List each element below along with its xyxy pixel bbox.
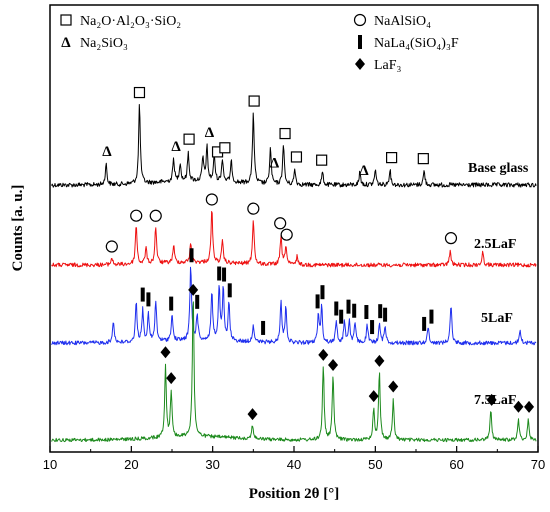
phase-marker-square	[133, 86, 146, 99]
phase-marker-bar	[346, 299, 351, 314]
phase-marker-delta: Δ	[205, 125, 215, 141]
phase-marker-circle	[205, 193, 218, 206]
phase-marker-bar	[320, 285, 325, 300]
phase-marker-bar	[339, 309, 344, 324]
y-axis-title: Counts [a. u.]	[10, 185, 26, 272]
phase-marker-bar	[227, 283, 232, 298]
series-label: 2.5LaF	[474, 237, 516, 252]
marker-layer: Δ Δ Δ Δ Δ	[102, 86, 535, 421]
series-label: Base glass	[468, 161, 529, 176]
series-label: 5LaF	[481, 311, 513, 326]
phase-marker-square	[279, 127, 291, 140]
phase-marker-circle	[149, 209, 162, 222]
phase-marker-diamond	[328, 359, 339, 372]
series-line	[51, 301, 537, 443]
legend-entry-label: NaLa₄(SiO₄)₃F	[374, 36, 459, 51]
phase-marker-square	[219, 142, 231, 154]
legend-symbol-circle	[353, 13, 367, 27]
phase-marker-circle	[247, 202, 260, 215]
phase-marker-diamond	[166, 372, 177, 385]
plot-frame	[49, 4, 539, 453]
x-axis-ticks: 10 20 30 40 50 60 70	[43, 446, 545, 472]
x-tick-label: 20	[124, 457, 138, 472]
phase-marker-diamond	[388, 380, 399, 393]
x-tick-label: 70	[531, 457, 545, 472]
legend: Na₂O·Al₂O₃·SiO₂ Δ Na₂SiO₃ NaAlSiO₄ NaLa₄(SiO…	[60, 13, 459, 73]
phase-marker-square	[183, 133, 195, 145]
phase-marker-square	[290, 151, 303, 163]
phase-marker-square	[386, 152, 398, 164]
phase-marker-diamond	[188, 283, 199, 296]
phase-marker-delta: Δ	[359, 163, 369, 179]
x-tick-label: 40	[287, 457, 301, 472]
series-line	[51, 104, 537, 188]
phase-marker-delta: Δ	[171, 139, 181, 155]
phase-marker-diamond	[524, 400, 535, 413]
phase-marker-bar	[261, 320, 266, 335]
x-tick-label: 30	[205, 457, 219, 472]
phase-marker-diamond	[513, 400, 524, 413]
x-tick-label: 60	[449, 457, 463, 472]
phase-marker-diamond	[318, 348, 329, 361]
phase-marker-bar	[334, 301, 339, 316]
phase-marker-diamond	[247, 408, 258, 421]
x-tick-label: 10	[43, 457, 57, 472]
phase-marker-circle	[280, 228, 293, 241]
phase-marker-delta: Δ	[270, 156, 280, 172]
x-axis-title: Position 2θ [°]	[249, 486, 340, 502]
phase-marker-bar	[370, 320, 375, 335]
phase-marker-bar	[146, 292, 151, 307]
phase-marker-diamond	[374, 354, 385, 367]
legend-symbol-bar	[358, 35, 362, 49]
phase-marker-diamond	[368, 390, 379, 403]
series-line	[51, 211, 537, 268]
phase-marker-bar	[189, 248, 194, 263]
legend-entry-label: Na₂O·Al₂O₃·SiO₂	[80, 14, 181, 29]
x-tick-label: 50	[368, 457, 382, 472]
legend-entry-label: LaF₃	[374, 58, 402, 73]
phase-marker-circle	[444, 232, 458, 245]
phase-marker-bar	[217, 266, 222, 281]
phase-marker-bar	[140, 287, 145, 302]
phase-marker-bar	[315, 294, 320, 309]
phase-marker-bar	[222, 267, 227, 282]
phase-marker-bar	[383, 307, 388, 322]
phase-marker-diamond	[486, 393, 497, 406]
legend-entry-label: Na₂SiO₃	[80, 36, 128, 51]
phase-marker-circle	[274, 217, 287, 230]
series-line	[51, 266, 537, 346]
phase-marker-bar	[195, 294, 200, 309]
phase-marker-circle	[105, 240, 118, 253]
phase-marker-bar	[378, 304, 383, 319]
phase-marker-bar	[169, 296, 174, 311]
phase-marker-bar	[352, 303, 357, 318]
phase-marker-bar	[422, 316, 427, 331]
phase-marker-diamond	[160, 346, 171, 359]
phase-marker-square	[417, 153, 429, 165]
phase-marker-bar	[429, 309, 434, 324]
legend-symbol-delta: Δ	[61, 35, 71, 51]
phase-marker-circle	[130, 209, 143, 222]
legend-symbol-square	[60, 14, 72, 26]
phase-marker-delta: Δ	[102, 144, 112, 160]
phase-marker-bar	[364, 305, 369, 320]
legend-entry-label: NaAlSiO₄	[374, 14, 431, 29]
phase-marker-square	[248, 95, 260, 107]
phase-marker-square	[316, 154, 328, 166]
legend-symbol-diamond	[355, 58, 365, 70]
